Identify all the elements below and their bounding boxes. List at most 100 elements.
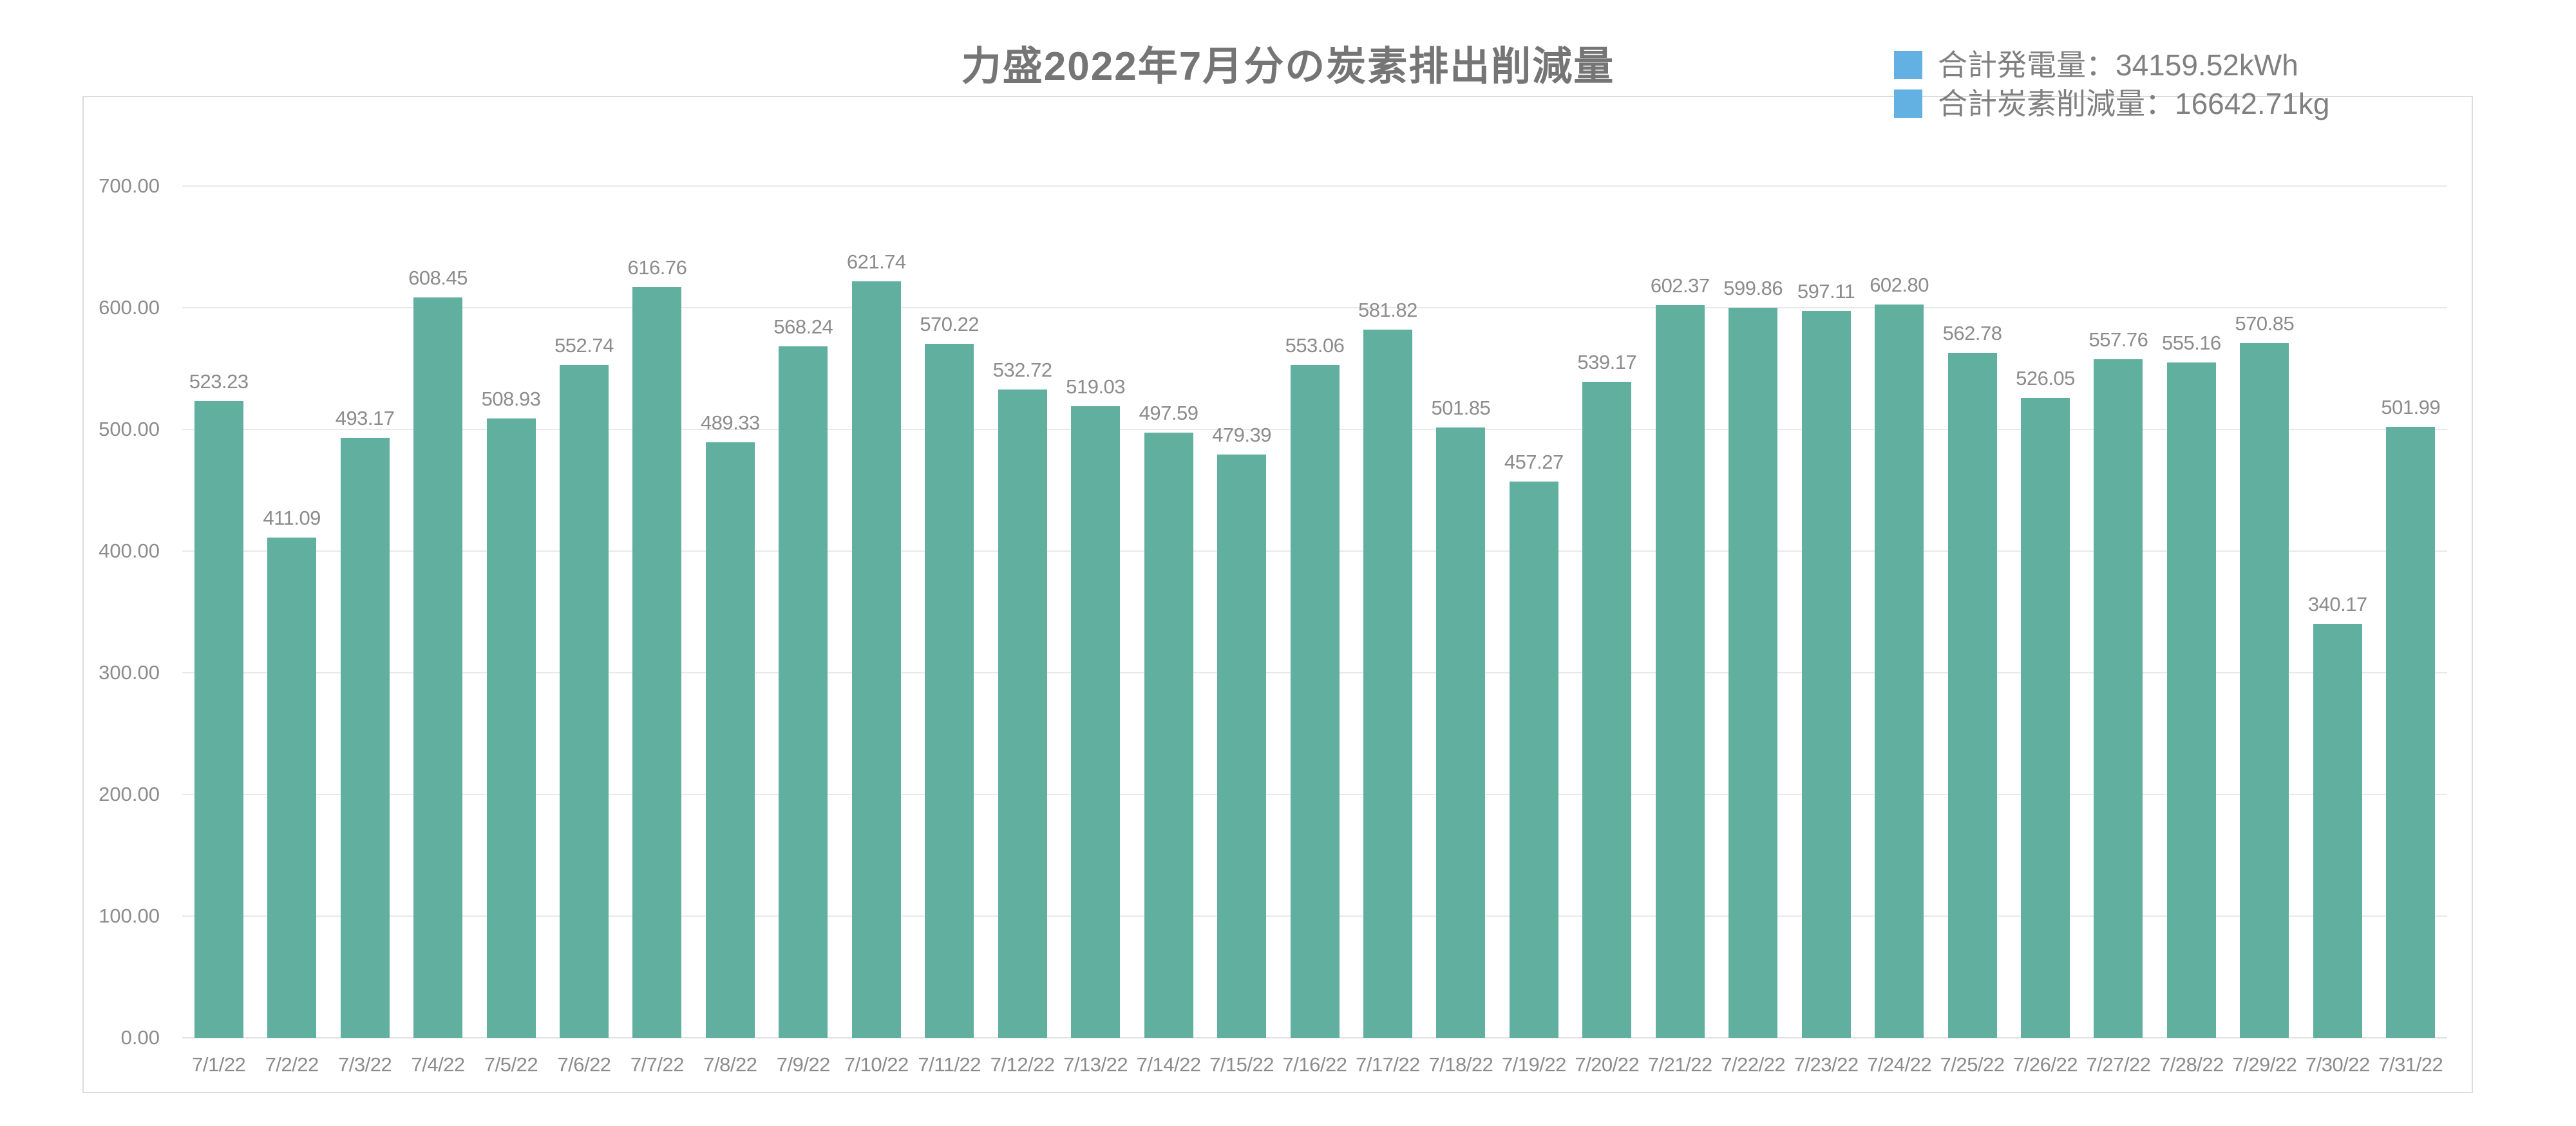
bar-value-label: 553.06 bbox=[1285, 333, 1345, 357]
bar[interactable] bbox=[632, 287, 682, 1038]
gridline bbox=[182, 307, 2447, 308]
y-axis-tick-label: 100.00 bbox=[99, 905, 160, 927]
bar-value-label: 581.82 bbox=[1358, 299, 1417, 322]
x-axis-tick-label: 7/1/22 bbox=[192, 1053, 246, 1076]
bar[interactable] bbox=[1144, 432, 1193, 1038]
bar-value-label: 493.17 bbox=[335, 406, 395, 429]
x-axis-tick-label: 7/26/22 bbox=[2013, 1053, 2078, 1076]
x-axis-tick-label: 7/14/22 bbox=[1136, 1053, 1201, 1076]
bar-value-label: 602.80 bbox=[1870, 273, 1929, 296]
x-axis-tick-label: 7/19/22 bbox=[1501, 1053, 1566, 1076]
x-axis-tick-label: 7/25/22 bbox=[1940, 1053, 2005, 1076]
bar-value-label: 568.24 bbox=[773, 315, 833, 339]
bar[interactable] bbox=[2313, 624, 2362, 1038]
bar-value-label: 557.76 bbox=[2088, 328, 2148, 351]
bar-value-label: 519.03 bbox=[1066, 375, 1126, 399]
gridline bbox=[182, 185, 2447, 187]
bar-value-label: 340.17 bbox=[2307, 593, 2367, 616]
chart-title: 力盛2022年7月分の炭素排出削減量 bbox=[961, 44, 1615, 89]
x-axis-tick-label: 7/16/22 bbox=[1282, 1053, 1347, 1076]
bar-value-label: 497.59 bbox=[1139, 401, 1198, 424]
x-axis-tick-label: 7/4/22 bbox=[411, 1053, 465, 1076]
x-axis-tick-label: 7/27/22 bbox=[2086, 1053, 2151, 1076]
bar-value-label: 501.99 bbox=[2381, 396, 2441, 419]
bar[interactable] bbox=[1217, 454, 1267, 1038]
bar[interactable] bbox=[2094, 359, 2143, 1038]
y-axis-tick-label: 300.00 bbox=[99, 661, 160, 684]
bar[interactable] bbox=[2386, 427, 2436, 1038]
x-axis-tick-label: 7/21/22 bbox=[1647, 1053, 1712, 1076]
x-axis-tick-label: 7/31/22 bbox=[2378, 1053, 2443, 1076]
x-axis-tick-label: 7/18/22 bbox=[1428, 1053, 1493, 1076]
bar-value-label: 523.23 bbox=[189, 370, 249, 393]
x-axis-tick-label: 7/20/22 bbox=[1575, 1053, 1640, 1076]
legend-item[interactable]: 合計発電量：34159.52kWh bbox=[1894, 48, 2329, 82]
bar[interactable] bbox=[1875, 304, 1924, 1038]
bar[interactable] bbox=[705, 442, 755, 1038]
chart-panel bbox=[82, 96, 2473, 1093]
x-axis-tick-label: 7/6/22 bbox=[557, 1053, 611, 1076]
x-axis-tick-label: 7/12/22 bbox=[990, 1053, 1055, 1076]
bar[interactable] bbox=[2021, 397, 2070, 1038]
bar[interactable] bbox=[1947, 353, 1997, 1038]
bar-value-label: 508.93 bbox=[481, 388, 541, 411]
legend-item-label: 合計炭素削減量：16642.71kg bbox=[1938, 87, 2330, 120]
bar-value-label: 616.76 bbox=[627, 256, 687, 279]
x-axis-tick-label: 7/15/22 bbox=[1209, 1053, 1274, 1076]
legend-item[interactable]: 合計炭素削減量：16642.71kg bbox=[1894, 89, 2329, 118]
bar[interactable] bbox=[486, 418, 536, 1038]
bar[interactable] bbox=[1071, 406, 1121, 1038]
bar-value-label: 479.39 bbox=[1212, 423, 1271, 446]
x-axis-tick-label: 7/30/22 bbox=[2305, 1053, 2370, 1076]
x-axis-tick-label: 7/7/22 bbox=[630, 1053, 685, 1076]
bar[interactable] bbox=[267, 538, 317, 1038]
x-axis-tick-label: 7/29/22 bbox=[2232, 1053, 2297, 1076]
gridline bbox=[182, 1037, 2447, 1038]
x-axis-tick-label: 7/11/22 bbox=[918, 1053, 981, 1076]
bar[interactable] bbox=[998, 389, 1047, 1038]
x-axis-tick-label: 7/28/22 bbox=[2159, 1053, 2224, 1076]
y-axis-tick-label: 500.00 bbox=[99, 418, 160, 440]
bar[interactable] bbox=[2240, 343, 2289, 1038]
legend-swatch-icon bbox=[1894, 51, 1922, 79]
bar[interactable] bbox=[1655, 305, 1705, 1038]
bar[interactable] bbox=[1728, 308, 1778, 1038]
bar-value-label: 621.74 bbox=[846, 250, 906, 273]
bar-value-label: 608.45 bbox=[408, 267, 468, 290]
bar[interactable] bbox=[1582, 381, 1632, 1038]
x-axis-tick-label: 7/2/22 bbox=[265, 1053, 319, 1076]
y-axis-tick-label: 700.00 bbox=[99, 174, 160, 197]
bar-value-label: 599.86 bbox=[1723, 277, 1783, 300]
x-axis-tick-label: 7/3/22 bbox=[338, 1053, 392, 1076]
bar[interactable] bbox=[1436, 427, 1486, 1038]
bar[interactable] bbox=[779, 346, 828, 1038]
bar[interactable] bbox=[559, 365, 609, 1038]
x-axis-tick-label: 7/23/22 bbox=[1794, 1053, 1859, 1076]
x-axis-tick-label: 7/9/22 bbox=[776, 1053, 831, 1076]
bar[interactable] bbox=[194, 401, 243, 1038]
bar[interactable] bbox=[1509, 481, 1558, 1038]
bar-value-label: 457.27 bbox=[1504, 450, 1564, 473]
bar-value-label: 562.78 bbox=[1942, 322, 2002, 345]
bar[interactable] bbox=[413, 297, 463, 1038]
legend-swatch-icon bbox=[1894, 89, 1922, 118]
legend: 合計発電量：34159.52kWh 合計炭素削減量：16642.71kg bbox=[1894, 48, 2329, 128]
bar-value-label: 555.16 bbox=[2161, 331, 2221, 354]
bar[interactable] bbox=[1801, 311, 1851, 1038]
bar-value-label: 489.33 bbox=[700, 411, 760, 435]
bar[interactable] bbox=[1290, 364, 1340, 1038]
x-axis-tick-label: 7/24/22 bbox=[1867, 1053, 1932, 1076]
legend-item-label: 合計発電量：34159.52kWh bbox=[1938, 48, 2298, 82]
bar[interactable] bbox=[340, 437, 390, 1038]
x-axis-tick-label: 7/10/22 bbox=[844, 1053, 909, 1076]
bar-value-label: 411.09 bbox=[263, 507, 321, 530]
x-axis-tick-label: 7/8/22 bbox=[703, 1053, 757, 1076]
y-axis-tick-label: 0.00 bbox=[120, 1026, 160, 1049]
bar-value-label: 597.11 bbox=[1797, 280, 1855, 303]
bar-value-label: 501.85 bbox=[1431, 396, 1491, 419]
bar[interactable] bbox=[1363, 330, 1412, 1038]
bar[interactable] bbox=[925, 344, 974, 1038]
bar[interactable] bbox=[2166, 362, 2216, 1038]
bar[interactable] bbox=[851, 281, 901, 1038]
